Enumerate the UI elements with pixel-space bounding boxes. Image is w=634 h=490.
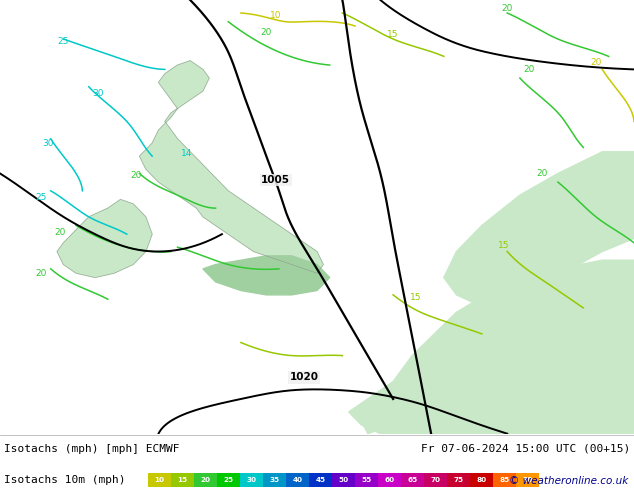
Bar (355, 473, 377, 487)
Text: 20: 20 (36, 269, 47, 278)
Polygon shape (203, 256, 330, 295)
Text: 85: 85 (499, 477, 509, 483)
Bar (401, 473, 424, 487)
Text: 30: 30 (42, 139, 53, 147)
Bar (470, 473, 493, 487)
Polygon shape (361, 260, 634, 434)
Bar (194, 473, 216, 487)
Text: 15: 15 (498, 241, 510, 249)
Polygon shape (444, 152, 634, 304)
Polygon shape (349, 282, 634, 434)
Text: 20: 20 (501, 4, 513, 13)
Bar (263, 473, 285, 487)
Text: 25: 25 (36, 193, 47, 202)
Bar (217, 473, 240, 487)
Text: 1005: 1005 (261, 175, 290, 185)
Text: Isotachs 10m (mph): Isotachs 10m (mph) (4, 475, 126, 485)
Text: 10: 10 (270, 11, 281, 20)
Bar (309, 473, 332, 487)
Text: 40: 40 (292, 477, 302, 483)
Text: 45: 45 (315, 477, 325, 483)
Bar (424, 473, 446, 487)
Text: 20: 20 (524, 65, 535, 74)
Bar (447, 473, 470, 487)
Text: 50: 50 (338, 477, 348, 483)
Text: 60: 60 (384, 477, 394, 483)
Text: 30: 30 (246, 477, 256, 483)
Text: 90: 90 (522, 477, 533, 483)
Text: 30: 30 (93, 89, 104, 98)
Text: 20: 20 (55, 227, 66, 237)
Polygon shape (139, 108, 323, 273)
Text: 20: 20 (200, 477, 210, 483)
Bar (171, 473, 193, 487)
Text: 25: 25 (223, 477, 233, 483)
Text: © weatheronline.co.uk: © weatheronline.co.uk (508, 476, 628, 486)
Text: 35: 35 (269, 477, 280, 483)
Text: 20: 20 (590, 58, 602, 68)
Text: 10: 10 (154, 477, 164, 483)
Text: 80: 80 (476, 477, 486, 483)
Text: 20: 20 (536, 169, 548, 178)
Text: 70: 70 (430, 477, 440, 483)
Text: 1020: 1020 (290, 372, 319, 382)
Text: 15: 15 (177, 477, 187, 483)
Text: 25: 25 (58, 37, 69, 46)
Bar (240, 473, 262, 487)
Polygon shape (158, 61, 209, 108)
Text: Isotachs (mph) [mph] ECMWF: Isotachs (mph) [mph] ECMWF (4, 444, 179, 454)
Bar (378, 473, 401, 487)
Text: 75: 75 (453, 477, 463, 483)
Text: 20: 20 (261, 28, 272, 37)
Bar (493, 473, 515, 487)
Text: 55: 55 (361, 477, 372, 483)
Text: 15: 15 (387, 30, 399, 39)
Bar (516, 473, 538, 487)
Bar (286, 473, 309, 487)
Bar (332, 473, 354, 487)
Text: 65: 65 (407, 477, 417, 483)
Text: 20: 20 (131, 171, 142, 180)
Text: 14: 14 (181, 149, 193, 158)
Bar (148, 473, 171, 487)
Text: 15: 15 (410, 293, 421, 301)
Text: Fr 07-06-2024 15:00 UTC (00+15): Fr 07-06-2024 15:00 UTC (00+15) (421, 444, 630, 454)
Polygon shape (57, 199, 152, 277)
